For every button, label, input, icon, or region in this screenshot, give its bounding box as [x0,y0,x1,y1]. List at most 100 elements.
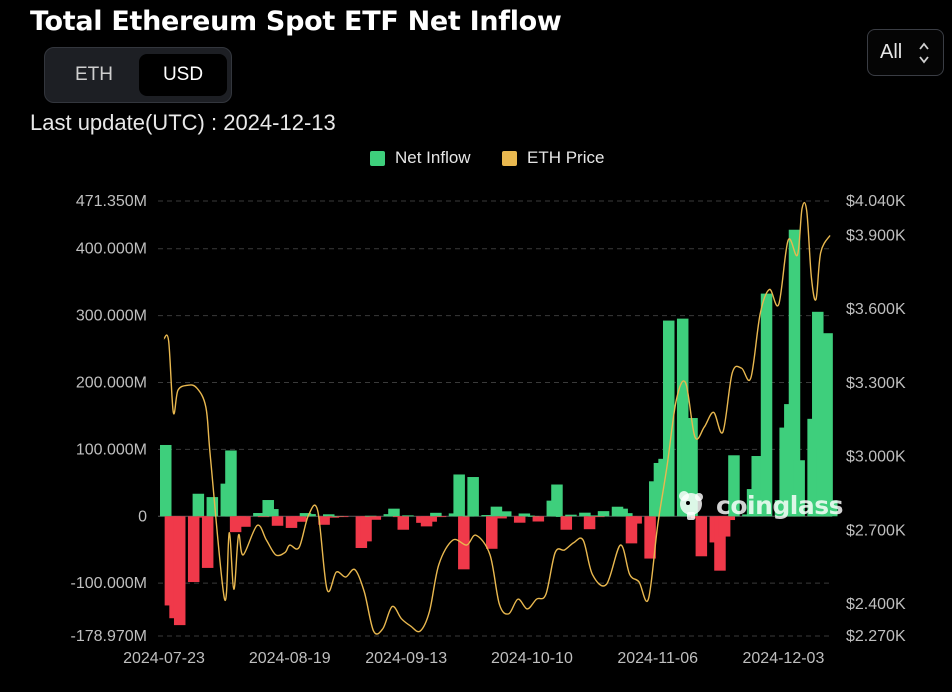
legend-swatch-eth-price [502,150,517,166]
net-inflow-bar [560,516,573,530]
net-inflow-bar [579,512,591,517]
y-right-tick-label: $4.040K [846,193,906,210]
legend-label-net-inflow: Net Inflow [395,148,471,167]
net-inflow-bar [318,516,330,525]
range-select[interactable]: All [867,29,944,76]
net-inflow-bar [360,516,372,542]
chart-title: Total Ethereum Spot ETF Net Inflow [30,6,562,37]
y-right-tick-label: $3.000K [846,449,906,466]
net-inflow-bar [723,516,736,521]
legend-item-net-inflow[interactable]: Net Inflow [370,148,471,168]
net-inflow-bar [327,516,340,518]
toggle-usd-button[interactable]: USD [139,54,227,96]
net-inflow-bar [239,516,251,527]
net-inflow-bar [518,513,531,517]
net-inflow-bar [187,516,200,583]
net-inflow-bar [257,516,270,518]
y-right-tick-label: $3.900K [846,227,906,244]
net-inflow-bar [201,516,214,568]
net-inflow-bar [714,516,726,571]
y-right-tick-label: $2.400K [846,596,906,613]
x-tick-label: 2024-09-13 [365,650,447,667]
net-inflow-bar [793,460,805,517]
net-inflow-bar [467,477,479,517]
chart-legend: Net Inflow ETH Price [0,148,952,172]
net-inflow-bar [676,318,689,517]
last-update-value: 2024-12-13 [223,110,336,135]
net-inflow-bar [495,516,507,519]
net-inflow-bar [565,514,577,517]
net-inflow-bar [402,515,414,517]
net-inflow-bar [513,516,526,523]
net-inflow-bar [728,455,740,517]
net-inflow-bar [593,516,605,518]
net-inflow-bar [295,516,307,522]
chevron-up-down-icon [919,42,929,64]
net-inflow-bar [481,515,493,517]
net-inflow-bar [285,516,298,528]
net-inflow-bar [616,508,628,517]
y-left-tick-label: 200.000M [76,375,147,392]
net-inflow-bar [812,311,824,517]
net-inflow-bar [625,516,638,544]
y-left-tick-label: -178.970M [71,628,148,645]
net-inflow-bar [751,456,763,517]
x-axis: 2024-07-23 2024-08-19 2024-09-13 2024-10-10… [123,650,824,667]
toggle-eth-button[interactable]: ETH [75,64,113,85]
eth-price-line [163,201,831,635]
net-inflow-bar [621,513,633,517]
net-inflow-bar [336,516,349,518]
net-inflow-bar [267,509,279,517]
net-inflow-bar [304,514,316,517]
net-inflow-bar [597,511,610,517]
net-inflow-bar [369,516,382,520]
net-inflow-bar [262,500,274,517]
net-inflow-bar [173,516,186,626]
x-tick-label: 2024-12-03 [743,650,825,667]
y-left-tick-label: 0 [138,508,147,525]
legend-swatch-net-inflow [370,150,385,166]
y-left-tick-label: -100.000M [71,575,148,592]
net-inflow-bar [532,516,545,522]
net-inflow-bar [388,508,400,517]
net-inflow-bar [192,493,205,517]
x-tick-label: 2024-11-06 [617,650,698,667]
net-inflow-bar [425,516,437,522]
net-inflow-bar [323,514,335,517]
legend-label-eth-price: ETH Price [527,148,605,167]
net-inflow-bar [718,516,731,537]
net-inflow-bar [588,515,600,517]
y-right-tick-label: $2.270K [846,628,906,645]
net-inflow-bar [397,516,410,530]
y-right-tick-label: $3.600K [846,301,906,318]
x-tick-label: 2024-07-23 [123,650,205,667]
legend-item-eth-price[interactable]: ETH Price [502,148,604,168]
net-inflow-bar [430,512,442,517]
chart-grid [158,200,832,637]
currency-toggle[interactable]: ETH USD [44,47,232,103]
net-inflow-bar [523,515,535,517]
net-inflow-bar [364,515,377,517]
net-inflow-bar [630,516,642,524]
net-inflow-bar [644,516,656,559]
net-inflow-bar [662,320,675,517]
last-update: Last update(UTC) : 2024-12-13 [30,110,336,136]
net-inflow-bar [686,418,698,517]
y-axis-left: 471.350M 400.000M 300.000M 200.000M 100.000M… [71,193,148,645]
net-inflow-bar [821,333,833,517]
net-inflow-bar [499,511,512,517]
coinglass-logo-icon [679,491,703,520]
watermark-text: coinglass [716,490,843,520]
y-left-tick-label: 100.000M [76,441,147,458]
net-inflow-bar [788,229,801,517]
coinglass-watermark: coinglass [674,488,843,522]
y-left-tick-label: 300.000M [76,308,147,325]
net-inflow-bar [551,484,563,517]
eth-price-series-line [163,201,831,635]
net-inflow-bar [225,450,237,517]
y-left-tick-label: 400.000M [76,241,147,258]
y-left-tick-label: 471.350M [76,193,147,210]
net-inflow-bar [695,516,708,557]
net-inflow-bar [434,516,447,518]
